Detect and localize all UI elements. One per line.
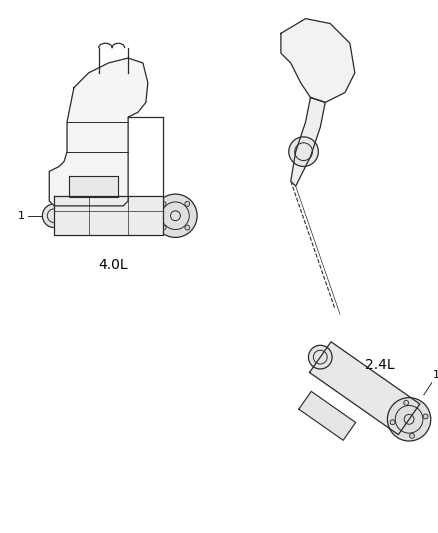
Circle shape: [308, 345, 332, 369]
Circle shape: [404, 400, 409, 405]
Polygon shape: [49, 58, 148, 206]
Polygon shape: [69, 176, 118, 197]
Text: 4.0L: 4.0L: [99, 258, 128, 272]
Circle shape: [185, 201, 190, 206]
Circle shape: [161, 201, 166, 206]
Circle shape: [154, 194, 197, 237]
Polygon shape: [54, 196, 162, 236]
Circle shape: [161, 225, 166, 230]
Text: 2.4L: 2.4L: [365, 358, 394, 372]
Circle shape: [390, 420, 395, 425]
Circle shape: [410, 433, 414, 438]
Circle shape: [185, 225, 190, 230]
Circle shape: [387, 398, 431, 441]
Circle shape: [58, 178, 74, 194]
Polygon shape: [291, 98, 325, 186]
Circle shape: [42, 204, 66, 228]
Text: 1: 1: [433, 370, 438, 380]
Polygon shape: [299, 391, 356, 440]
Polygon shape: [281, 19, 355, 102]
Polygon shape: [310, 342, 420, 434]
Circle shape: [289, 137, 318, 166]
Circle shape: [423, 414, 428, 419]
Text: 1: 1: [18, 211, 25, 221]
